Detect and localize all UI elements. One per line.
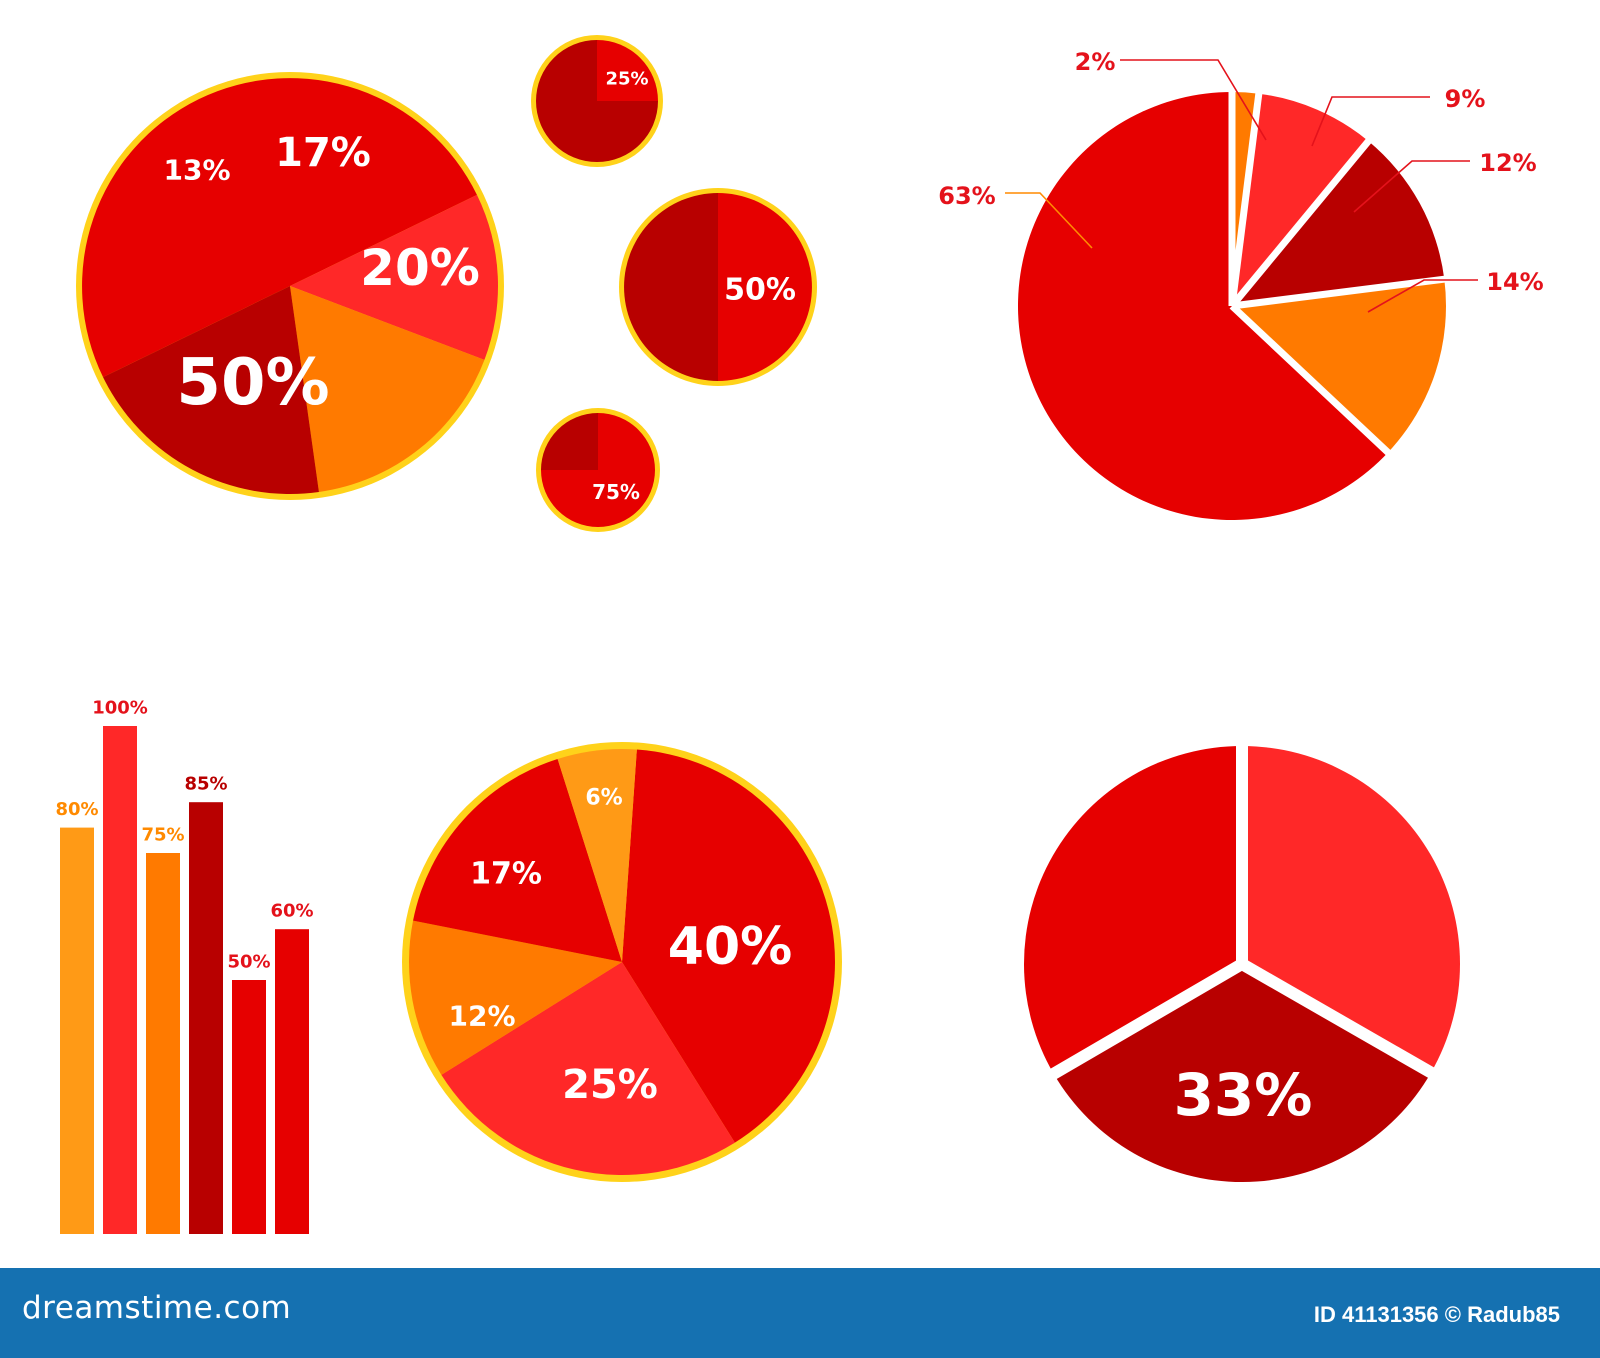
pie-chart-3: 50%: [619, 188, 817, 386]
pie-slice: [1232, 93, 1369, 306]
pie-slice: [413, 758, 622, 962]
pie-slice: [1232, 279, 1446, 453]
bar: [146, 853, 180, 1234]
leader-line: [1353, 160, 1470, 213]
pie-slice: [597, 40, 658, 101]
pie-slice: [441, 962, 735, 1175]
slice-label: 13%: [163, 154, 230, 187]
leader-line: [1367, 279, 1478, 313]
slice-label: 25%: [605, 69, 648, 90]
pie-chart-5: 2% 9% 12% 14% 63%: [938, 48, 1544, 520]
pie-slice: [409, 920, 622, 1075]
pie-chart-4: 75%: [536, 408, 660, 532]
slice-gap: [1045, 958, 1246, 1082]
pie-slice: [1017, 92, 1388, 520]
slice-label: 17%: [275, 130, 371, 176]
slice-gap: [1239, 958, 1440, 1081]
pie-slice: [290, 194, 498, 360]
infographic-stage: 50% 13% 17% 20% 25% 50% 75% 2% 9% 12% 14% 63% 80% 100…: [55, 35, 1544, 1234]
bar: [232, 980, 266, 1234]
footer-bar: dreamstime.com ID 41131356 © Radub85: [0, 1268, 1600, 1358]
pie-chart-2: 25%: [531, 35, 663, 167]
slice-label: 14%: [1486, 268, 1543, 296]
bar-label: 50%: [227, 952, 270, 973]
footer-logo[interactable]: dreamstime.com: [22, 1290, 292, 1326]
slice-label: 75%: [592, 480, 640, 504]
slice-label: 9%: [1445, 85, 1486, 113]
pie-slice: [82, 78, 477, 378]
bar-chart: 80% 100% 75% 85% 50% 60%: [55, 698, 314, 1234]
slice-label: 17%: [470, 857, 542, 892]
bar: [275, 929, 309, 1234]
slice-gap: [1229, 303, 1395, 460]
bar-label: 100%: [92, 698, 148, 719]
slice-label: 6%: [585, 786, 622, 811]
pie-chart-1: 50% 13% 17% 20%: [76, 72, 504, 500]
slice-gap: [1229, 134, 1375, 309]
leader-line: [1311, 96, 1430, 147]
bar-label: 80%: [55, 799, 98, 820]
pie-slice: [624, 193, 718, 381]
bar-label: 60%: [270, 901, 313, 922]
pie-slice: [103, 286, 319, 495]
pie-slice: [622, 749, 835, 1143]
slice-label: 63%: [938, 182, 995, 210]
pie-slice: [541, 413, 598, 470]
slice-label: 2%: [1075, 48, 1116, 76]
bar: [189, 802, 223, 1234]
pie-slice: [1232, 141, 1445, 306]
bar-label: 75%: [141, 825, 184, 846]
slice-label: 12%: [448, 1000, 515, 1033]
slice-label: 50%: [724, 273, 796, 308]
pie-slice: [718, 193, 812, 381]
pie-slice: [536, 40, 658, 162]
pie-chart-8: 33%: [1023, 740, 1460, 1183]
bar-label: 85%: [184, 774, 227, 795]
bar: [103, 726, 137, 1234]
leader-line: [1005, 192, 1093, 249]
bar: [60, 827, 94, 1234]
slice-label: 12%: [1479, 149, 1536, 177]
slice-label: 20%: [360, 239, 480, 297]
slice-label: 33%: [1174, 1061, 1313, 1129]
pie-chart-7: 40% 25% 12% 17% 6%: [402, 742, 842, 1182]
pie-slice: [557, 749, 637, 962]
leader-line: [1120, 59, 1267, 141]
slice-gap: [1228, 87, 1264, 307]
slice-label: 50%: [176, 346, 329, 420]
slice-label: 25%: [562, 1062, 658, 1108]
pie-slice: [290, 286, 485, 492]
slice-gap: [1231, 274, 1451, 310]
slice-label: 40%: [668, 917, 792, 977]
footer-id-text: ID 41131356 © Radub85: [1313, 1302, 1560, 1327]
